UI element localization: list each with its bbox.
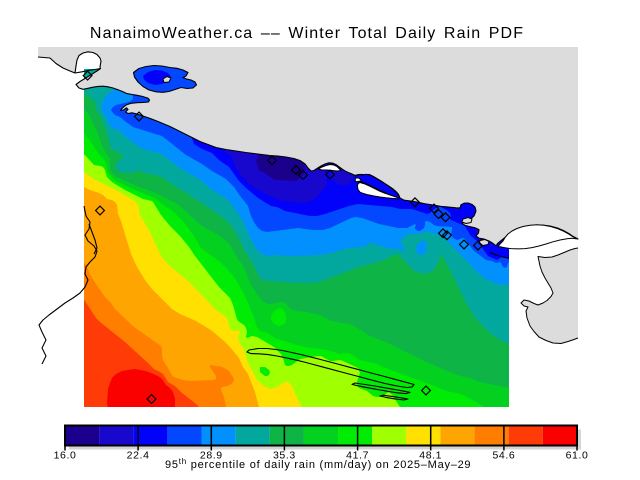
svg-text:48.1: 48.1 bbox=[419, 450, 442, 462]
svg-text:95th percentile of daily rain: 95th percentile of daily rain (mm/day) o… bbox=[165, 457, 471, 471]
svg-text:22.4: 22.4 bbox=[127, 450, 150, 462]
svg-text:NanaimoWeather.ca –– Winter To: NanaimoWeather.ca –– Winter Total Daily … bbox=[90, 25, 524, 42]
svg-text:16.0: 16.0 bbox=[54, 450, 77, 462]
svg-text:61.0: 61.0 bbox=[566, 450, 589, 462]
svg-text:54.6: 54.6 bbox=[492, 450, 515, 462]
svg-text:35.3: 35.3 bbox=[273, 450, 296, 462]
svg-text:28.9: 28.9 bbox=[200, 450, 223, 462]
svg-text:41.7: 41.7 bbox=[346, 450, 369, 462]
